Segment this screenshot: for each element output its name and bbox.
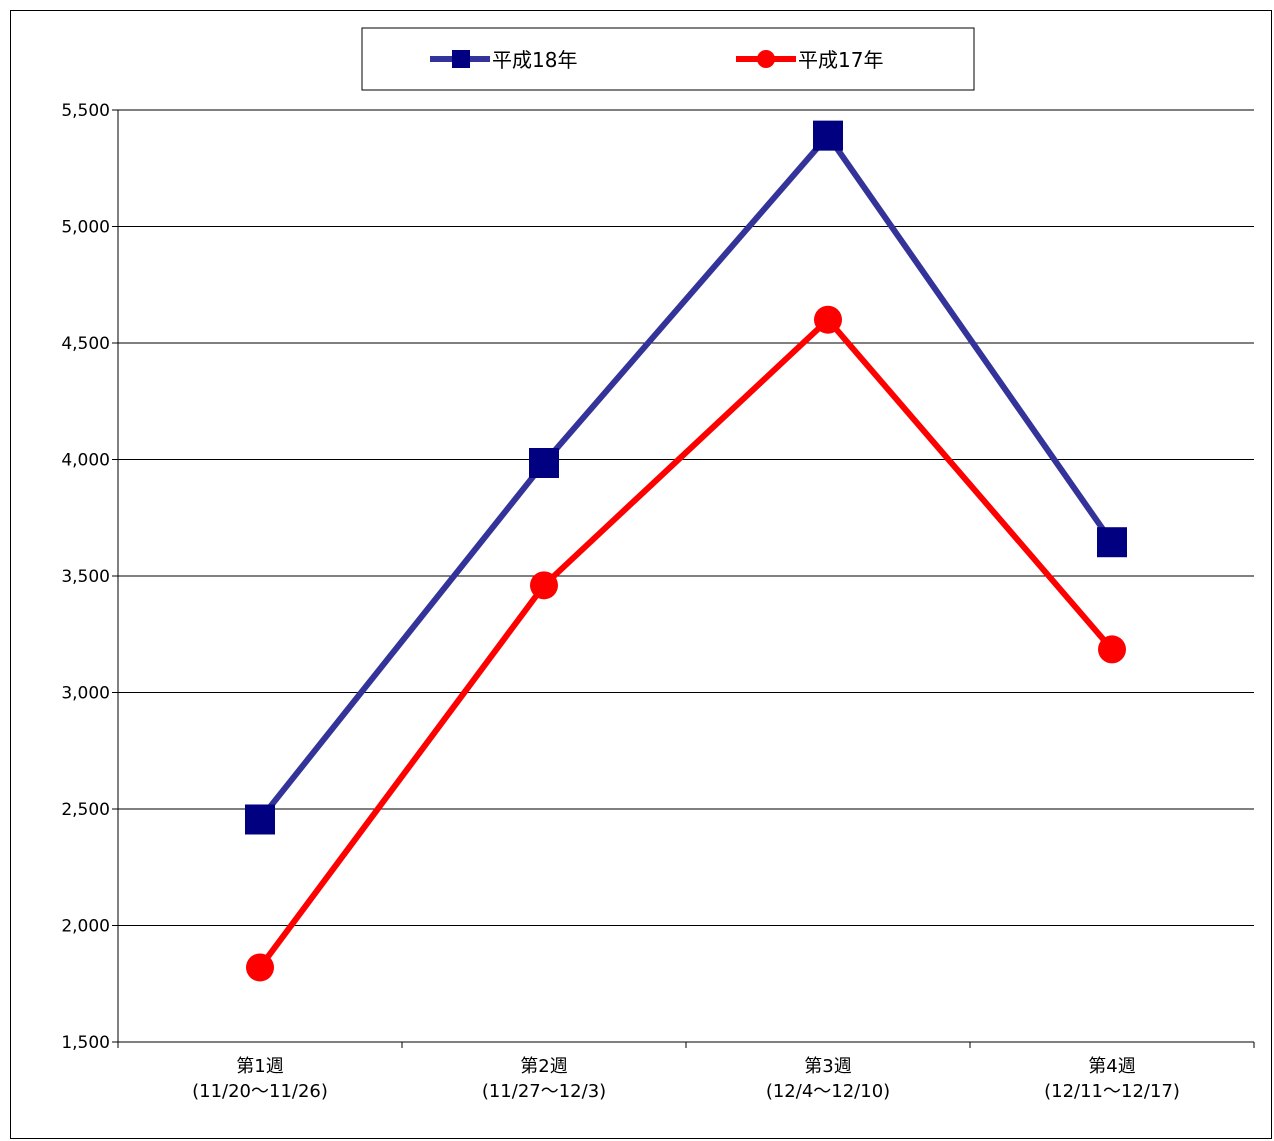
y-tick-label: 5,500: [61, 101, 110, 121]
legend-marker-circle: [757, 50, 775, 68]
y-tick-label: 3,000: [61, 684, 110, 704]
x-category-label: 第2週: [520, 1056, 567, 1077]
series-line-2: [257, 315, 1115, 970]
y-tick-label: 1,500: [61, 1033, 110, 1053]
chart-frame: [10, 10, 1272, 1139]
legend-label: 平成17年: [798, 48, 883, 72]
y-tick-label: 4,500: [61, 334, 110, 354]
y-tick-label: 2,000: [61, 917, 110, 937]
legend-marker-square: [452, 50, 470, 68]
y-tick-label: 3,500: [61, 567, 110, 587]
data-point-circle: [814, 305, 842, 334]
y-tick-label: 2,500: [61, 800, 110, 820]
data-point-square: [245, 804, 275, 835]
x-category-label: 第3週: [804, 1056, 851, 1077]
data-point-square: [813, 120, 843, 151]
x-category-sublabel: (11/20～11/26): [192, 1081, 328, 1102]
axes: 1,500 2,000 2,500 3,000 3,500 4,000 4,500 5,000…: [61, 101, 1255, 1102]
data-point-circle: [1098, 635, 1126, 664]
x-category-sublabel: (12/11～12/17): [1044, 1081, 1180, 1102]
x-category-label: 第1週: [236, 1056, 283, 1077]
gridlines: [118, 109, 1254, 926]
legend: 平成18年 平成17年: [361, 27, 975, 91]
y-tick-label: 5,000: [61, 218, 110, 238]
y-tick-label: 4,000: [61, 451, 110, 471]
data-point-circle: [246, 953, 274, 982]
x-category-label: 第4週: [1088, 1056, 1135, 1077]
x-category-sublabel: (12/4～12/10): [766, 1081, 890, 1102]
data-point-square: [529, 447, 559, 478]
legend-label: 平成18年: [492, 48, 577, 72]
x-category-sublabel: (11/27～12/3): [482, 1081, 606, 1102]
data-point-square: [1097, 527, 1127, 558]
series: [245, 120, 1127, 982]
series-line-1: [257, 130, 1115, 822]
data-point-circle: [530, 571, 558, 600]
